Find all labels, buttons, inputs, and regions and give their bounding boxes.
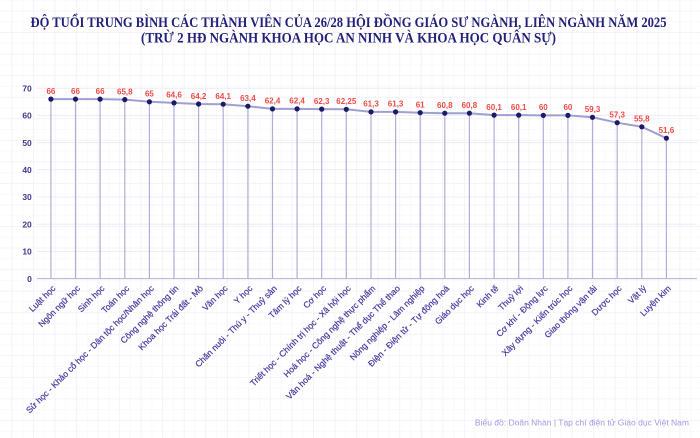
svg-text:59,3: 59,3 xyxy=(585,105,601,114)
svg-text:61,3: 61,3 xyxy=(363,100,379,109)
svg-text:50: 50 xyxy=(22,138,32,148)
svg-text:65,8: 65,8 xyxy=(117,87,133,96)
svg-text:64,1: 64,1 xyxy=(215,92,231,101)
svg-text:51,6: 51,6 xyxy=(659,126,675,135)
svg-text:0: 0 xyxy=(27,274,32,284)
svg-text:60: 60 xyxy=(22,111,32,121)
svg-text:(TRỪ 2 HĐ NGÀNH KHOA HỌC AN NI: (TRỪ 2 HĐ NGÀNH KHOA HỌC AN NINH VÀ KHOA… xyxy=(141,30,556,47)
svg-text:62,4: 62,4 xyxy=(289,97,305,106)
svg-text:62,3: 62,3 xyxy=(314,97,330,106)
svg-text:60: 60 xyxy=(539,103,548,112)
svg-text:61: 61 xyxy=(416,101,425,110)
svg-text:64,6: 64,6 xyxy=(166,91,182,100)
svg-text:60,8: 60,8 xyxy=(437,101,453,110)
svg-text:60: 60 xyxy=(563,103,572,112)
svg-text:Biểu đồ: Doãn Nhàn | Tạp chí đ: Biểu đồ: Doãn Nhàn | Tạp chí điện tử Giá… xyxy=(475,418,689,428)
svg-text:64,2: 64,2 xyxy=(191,92,207,101)
svg-text:60,1: 60,1 xyxy=(486,103,502,112)
svg-text:60,1: 60,1 xyxy=(511,103,527,112)
svg-text:60,8: 60,8 xyxy=(462,101,478,110)
svg-text:66: 66 xyxy=(96,87,105,96)
svg-text:61,3: 61,3 xyxy=(388,100,404,109)
svg-text:65: 65 xyxy=(145,90,154,99)
svg-text:30: 30 xyxy=(22,192,32,202)
svg-text:55,8: 55,8 xyxy=(634,115,650,124)
svg-text:10: 10 xyxy=(22,247,32,257)
svg-text:Y học: Y học xyxy=(232,283,255,306)
svg-text:Văn học: Văn học xyxy=(200,283,230,313)
svg-text:63,4: 63,4 xyxy=(240,94,256,103)
svg-text:70: 70 xyxy=(22,83,32,93)
svg-text:ĐỘ TUỔI TRUNG BÌNH CÁC THÀNH V: ĐỘ TUỔI TRUNG BÌNH CÁC THÀNH VIÊN CỦA 26… xyxy=(31,13,667,31)
svg-text:40: 40 xyxy=(22,165,32,175)
svg-text:20: 20 xyxy=(22,219,32,229)
svg-text:57,3: 57,3 xyxy=(609,111,625,120)
svg-text:66: 66 xyxy=(71,87,80,96)
svg-text:62,4: 62,4 xyxy=(265,97,281,106)
svg-text:62,25: 62,25 xyxy=(336,97,357,106)
svg-text:66: 66 xyxy=(46,87,55,96)
